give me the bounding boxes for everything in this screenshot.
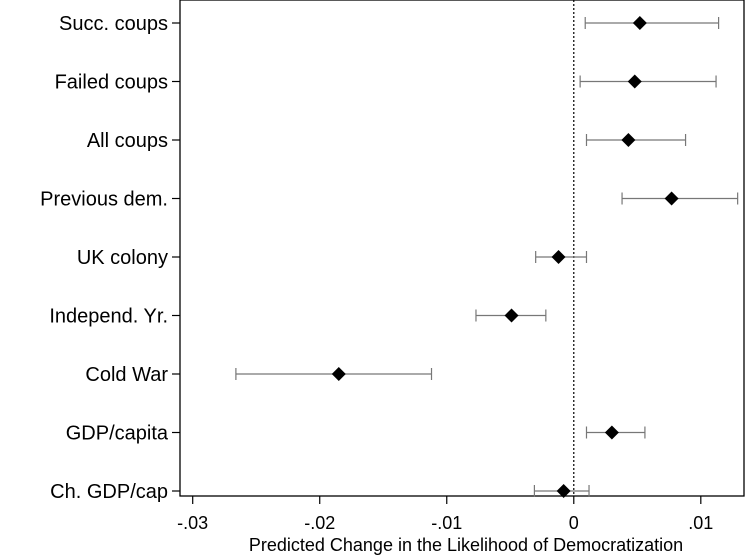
ci-whisker (585, 134, 687, 146)
ci-whisker (584, 17, 720, 29)
category-label: Succ. coups (59, 13, 168, 35)
point-estimate-marker (627, 74, 642, 89)
plot-frame (179, 0, 745, 497)
x-axis-title: Predicted Change in the Likelihood of De… (249, 535, 683, 555)
category-label: Failed coups (55, 72, 168, 94)
confidence-intervals-layer (235, 17, 739, 497)
point-estimate-marker (331, 367, 346, 381)
point-estimate-marker (551, 250, 566, 264)
category-label: All coups (87, 130, 168, 152)
point-estimate-marker (621, 133, 636, 147)
ci-whisker (579, 75, 717, 88)
category-label: Ch. GDP/cap (50, 481, 168, 503)
x-tick-label: .01 (688, 513, 713, 533)
x-tick-label: -.01 (431, 513, 462, 533)
x-tick-label: -.03 (177, 513, 208, 533)
point-estimate-marker (664, 191, 679, 206)
x-axis-ticks-layer: -.03 -.02 -.01 0 .01 (177, 496, 713, 533)
point-estimate-marker (632, 16, 647, 30)
category-labels-layer: Succ. coups Failed coups All coups Previous… (40, 13, 180, 503)
point-estimate-marker (604, 425, 619, 440)
category-label: Previous dem. (40, 189, 168, 211)
ci-whisker (621, 192, 739, 205)
point-estimate-marker (504, 308, 519, 323)
category-label: Independ. Yr. (49, 306, 168, 328)
x-tick-label: 0 (569, 513, 579, 533)
category-label: GDP/capita (66, 423, 169, 445)
category-label: Cold War (85, 364, 168, 386)
category-label: UK colony (77, 247, 168, 269)
point-estimate-marker (556, 484, 571, 498)
point-estimates-layer (331, 16, 679, 498)
x-tick-label: -.02 (304, 513, 335, 533)
